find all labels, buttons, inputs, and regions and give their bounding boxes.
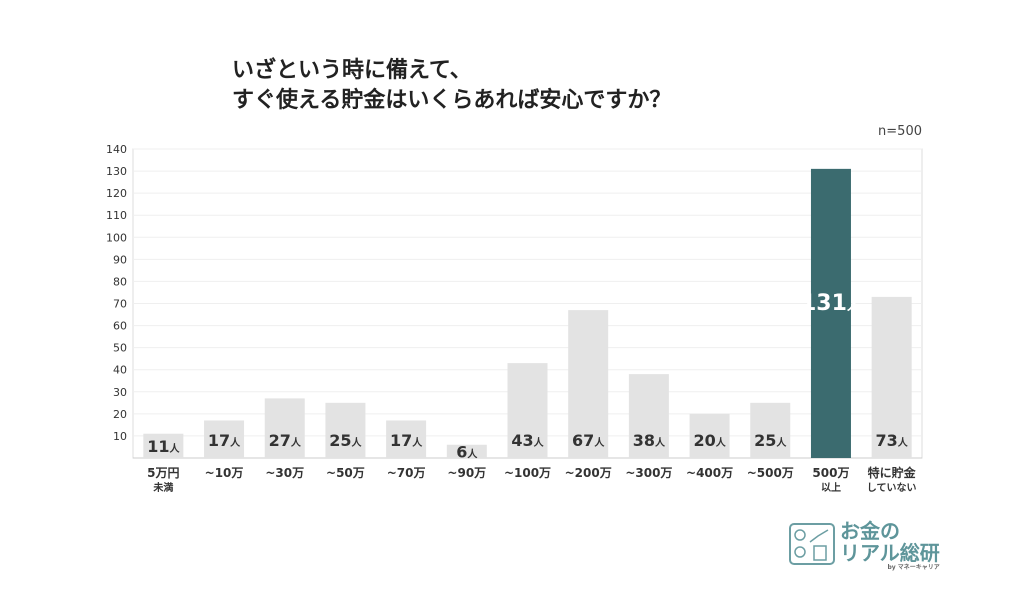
bar xyxy=(264,398,305,458)
y-tick-label: 70 xyxy=(113,298,127,311)
y-tick-label: 100 xyxy=(106,231,127,244)
x-tick-label: していない xyxy=(867,482,917,494)
y-tick-label: 50 xyxy=(113,342,127,355)
chart-title: いざという時に備えて、 すぐ使える貯金はいくらあれば安心ですか？ xyxy=(232,56,671,116)
x-tick-label: 特に貯金 xyxy=(868,465,917,480)
y-tick-label: 30 xyxy=(113,386,127,399)
y-tick-label: 90 xyxy=(113,253,127,266)
bar xyxy=(628,374,669,458)
y-tick-label: 110 xyxy=(106,209,127,222)
data-label: 131人 xyxy=(801,291,862,316)
logo-line-2: リアル総研 xyxy=(840,541,940,565)
y-tick-label: 40 xyxy=(113,364,127,377)
y-tick-label: 20 xyxy=(113,408,127,421)
x-tick-label: 500万 xyxy=(812,466,849,480)
y-tick-label: 140 xyxy=(106,143,127,156)
y-tick-label: 10 xyxy=(113,430,127,443)
x-tick-label: 以上 xyxy=(821,481,841,494)
bar xyxy=(143,433,184,458)
x-tick-label: ~90万 xyxy=(447,466,486,480)
y-tick-label: 60 xyxy=(113,320,127,333)
x-tick-label: 5万円 xyxy=(147,466,179,480)
bar xyxy=(386,420,427,458)
bar xyxy=(204,420,245,458)
bar xyxy=(446,444,487,458)
y-tick-label: 130 xyxy=(106,165,127,178)
bar xyxy=(750,402,791,458)
logo-byline: by マネーキャリア xyxy=(887,564,940,571)
x-tick-label: ~10万 xyxy=(205,466,244,480)
bar xyxy=(871,296,912,458)
y-tick-label: 120 xyxy=(106,187,127,200)
x-tick-label: ~100万 xyxy=(504,466,551,480)
x-tick-label: ~500万 xyxy=(747,466,794,480)
logo: お金の リアル総研 by マネーキャリア xyxy=(788,519,948,586)
bar xyxy=(689,413,730,458)
title-line-2: すぐ使える貯金はいくらあれば安心ですか？ xyxy=(232,88,672,113)
logo-line-1: お金の xyxy=(840,519,900,543)
x-tick-label: ~70万 xyxy=(387,466,426,480)
bar xyxy=(568,310,609,458)
x-tick-label: ~50万 xyxy=(326,466,365,480)
bar xyxy=(507,363,548,458)
x-tick-label: ~30万 xyxy=(265,466,304,480)
sample-size: n=500 xyxy=(878,124,922,139)
x-tick-label: ~400万 xyxy=(686,466,733,480)
x-tick-label: 未満 xyxy=(152,481,173,494)
bar xyxy=(810,168,851,458)
bar xyxy=(325,402,366,458)
x-tick-label: ~300万 xyxy=(625,466,672,480)
x-tick-label: ~200万 xyxy=(565,466,612,480)
y-tick-label: 80 xyxy=(113,275,127,288)
title-line-1: いざという時に備えて、 xyxy=(232,58,472,83)
